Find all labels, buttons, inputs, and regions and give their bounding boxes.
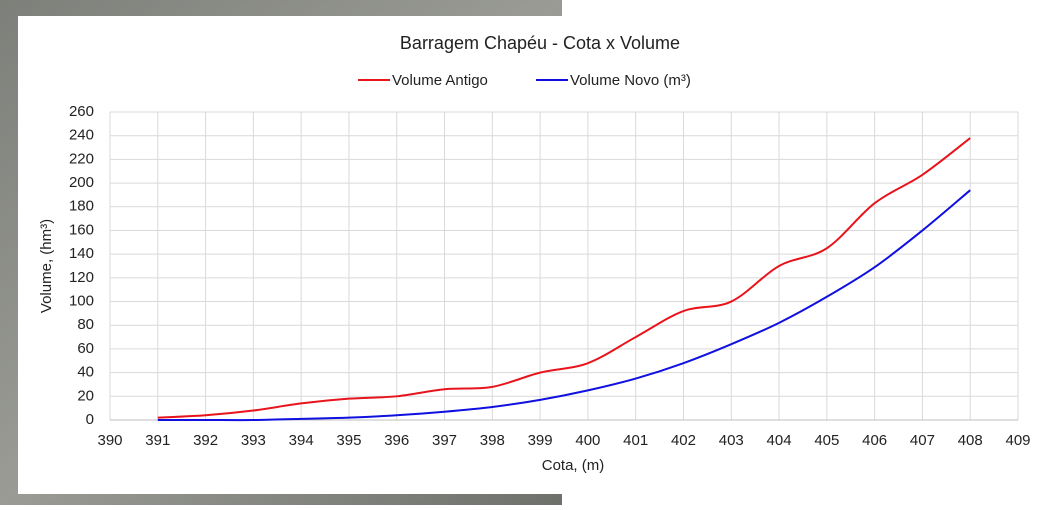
x-tick-label: 399 (528, 432, 553, 449)
x-tick-label: 408 (958, 432, 983, 449)
chart-panel (18, 16, 1050, 494)
x-tick-label: 402 (671, 432, 696, 449)
x-tick-label: 394 (289, 432, 314, 449)
y-tick-label: 60 (77, 340, 94, 357)
legend-label: Volume Antigo (392, 72, 488, 89)
x-tick-label: 405 (814, 432, 839, 449)
y-tick-label: 100 (69, 293, 94, 310)
x-tick-label: 392 (193, 432, 218, 449)
line-series (157, 189, 971, 422)
y-tick-label: 260 (69, 103, 94, 120)
legend-label: Volume Novo (m³) (570, 72, 691, 89)
y-tick-label: 40 (77, 364, 94, 381)
x-tick-label: 406 (862, 432, 887, 449)
x-tick-label: 403 (719, 432, 744, 449)
y-tick-label: 0 (86, 411, 94, 428)
x-tick-label: 407 (910, 432, 935, 449)
x-tick-label: 395 (336, 432, 361, 449)
y-tick-label: 140 (69, 245, 94, 262)
x-tick-label: 390 (97, 432, 122, 449)
x-tick-label: 391 (145, 432, 170, 449)
y-tick-label: 200 (69, 174, 94, 191)
y-tick-label: 180 (69, 198, 94, 215)
panel-bottom (562, 494, 1050, 505)
x-tick-label: 401 (623, 432, 648, 449)
x-tick-label: 398 (480, 432, 505, 449)
x-tick-label: 409 (1005, 432, 1030, 449)
y-tick-label: 20 (77, 387, 94, 404)
y-tick-label: 220 (69, 150, 94, 167)
y-axis-label: Volume, (hm³) (38, 219, 55, 313)
panel-top (562, 0, 1050, 16)
y-tick-label: 160 (69, 221, 94, 238)
x-tick-label: 397 (432, 432, 457, 449)
x-tick-label: 393 (241, 432, 266, 449)
y-tick-label: 120 (69, 269, 94, 286)
line-series (157, 137, 971, 419)
y-tick-label: 240 (69, 127, 94, 144)
x-tick-label: 404 (767, 432, 792, 449)
y-tick-label: 80 (77, 316, 94, 333)
x-tick-label: 400 (575, 432, 600, 449)
chart-title: Barragem Chapéu - Cota x Volume (400, 33, 680, 53)
x-axis-label: Cota, (m) (542, 457, 605, 474)
x-tick-label: 396 (384, 432, 409, 449)
